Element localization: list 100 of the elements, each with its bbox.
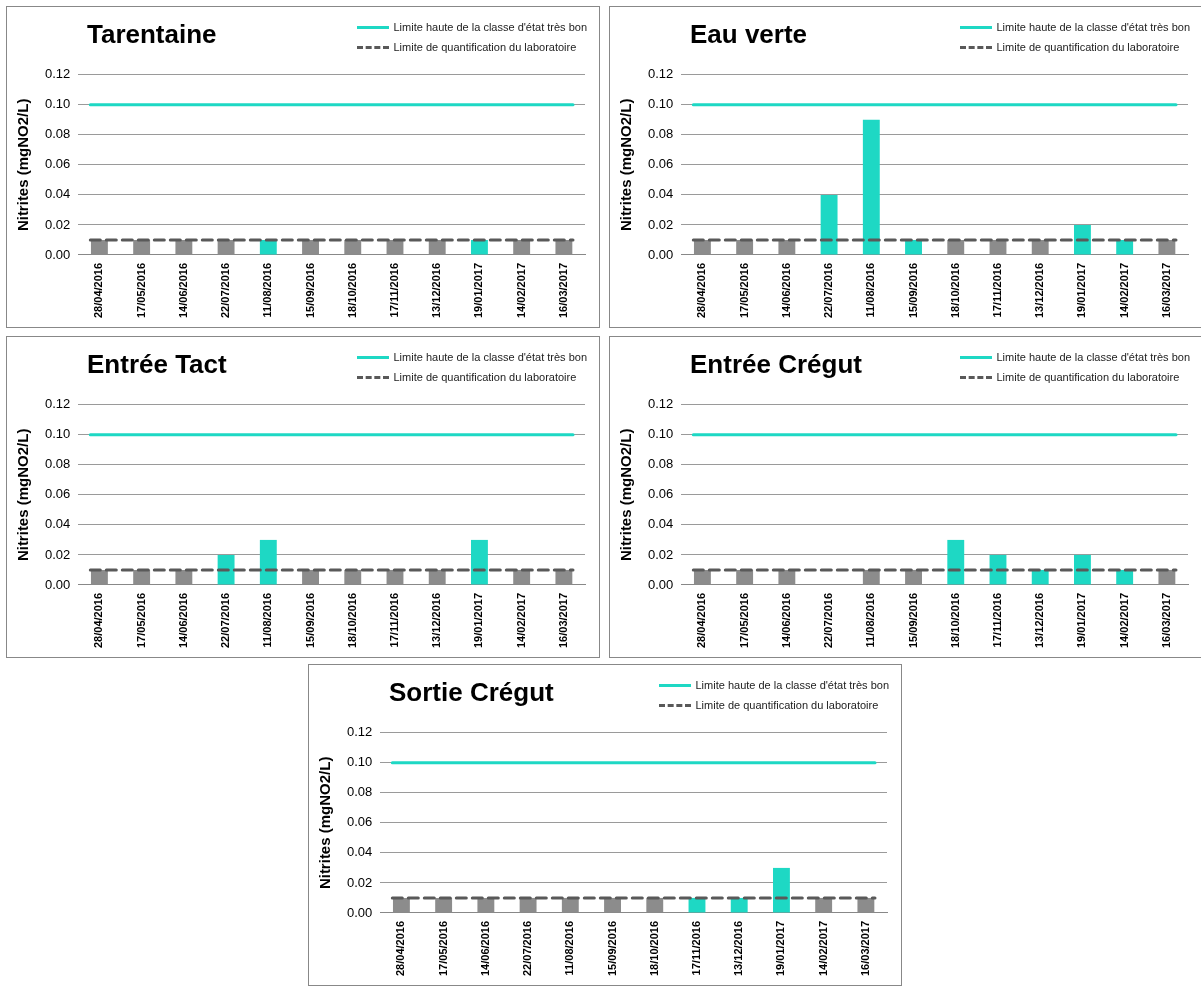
x-tick-label: 13/12/2016 bbox=[1033, 592, 1046, 649]
x-tick-label: 15/09/2016 bbox=[303, 262, 316, 319]
legend-label: Limite haute de la classe d'état très bon bbox=[996, 21, 1190, 33]
x-tick-label: 18/10/2016 bbox=[647, 920, 660, 977]
y-tick-label: 0.12 bbox=[647, 66, 674, 82]
x-tick-label: 16/03/2017 bbox=[858, 920, 871, 977]
y-axis-title: Nitrites (mgNO2/L) bbox=[14, 428, 32, 562]
bar bbox=[259, 539, 277, 585]
x-tick-label: 18/10/2016 bbox=[345, 592, 358, 649]
legend-label: Limite de quantification du laboratoire bbox=[393, 41, 577, 53]
y-tick-label: 0.02 bbox=[647, 546, 674, 562]
y-tick-label: 0.00 bbox=[44, 576, 71, 592]
x-tick-label: 15/09/2016 bbox=[303, 592, 316, 649]
x-tick-label: 11/08/2016 bbox=[261, 592, 274, 648]
y-tick-label: 0.12 bbox=[44, 396, 71, 412]
y-tick-label: 0.08 bbox=[346, 784, 373, 800]
y-tick-label: 0.02 bbox=[44, 546, 71, 562]
x-tick-label: 15/09/2016 bbox=[605, 920, 618, 977]
legend-label: Limite haute de la classe d'état très bon bbox=[393, 351, 587, 363]
y-tick-label: 0.02 bbox=[647, 216, 674, 232]
y-tick-label: 0.10 bbox=[44, 426, 71, 442]
x-tick-label: 17/05/2016 bbox=[134, 262, 147, 319]
x-tick-label: 19/01/2017 bbox=[472, 592, 485, 649]
x-tick-label: 13/12/2016 bbox=[1033, 262, 1046, 319]
y-tick-label: 0.06 bbox=[44, 486, 71, 502]
legend-label: Limite haute de la classe d'état très bon bbox=[996, 351, 1190, 363]
y-tick-label: 0.00 bbox=[44, 246, 71, 262]
y-tick-label: 0.12 bbox=[346, 724, 373, 740]
x-tick-label: 19/01/2017 bbox=[1075, 592, 1088, 649]
x-tick-label: 11/08/2016 bbox=[563, 920, 576, 976]
y-tick-label: 0.04 bbox=[647, 516, 674, 532]
x-tick-label: 13/12/2016 bbox=[430, 592, 443, 649]
x-tick-label: 22/07/2016 bbox=[219, 262, 232, 319]
y-tick-label: 0.08 bbox=[44, 456, 71, 472]
x-tick-label: 14/06/2016 bbox=[478, 920, 491, 977]
x-tick-label: 11/08/2016 bbox=[261, 262, 274, 318]
y-axis-title: Nitrites (mgNO2/L) bbox=[14, 98, 32, 232]
x-tick-label: 14/06/2016 bbox=[176, 262, 189, 319]
x-tick-label: 17/05/2016 bbox=[134, 592, 147, 649]
x-tick-label: 14/02/2017 bbox=[1117, 262, 1130, 319]
bar bbox=[1073, 224, 1091, 255]
x-tick-label: 19/01/2017 bbox=[774, 920, 787, 977]
x-tick-label: 16/03/2017 bbox=[1159, 592, 1172, 649]
chart-title: Entrée Tact bbox=[87, 349, 227, 380]
legend-label: Limite de quantification du laboratoire bbox=[996, 371, 1180, 383]
legend-label: Limite haute de la classe d'état très bon bbox=[393, 21, 587, 33]
y-tick-label: 0.02 bbox=[44, 216, 71, 232]
chart-title: Entrée Crégut bbox=[690, 349, 862, 380]
x-tick-label: 13/12/2016 bbox=[430, 262, 443, 319]
chart-title: Sortie Crégut bbox=[389, 677, 554, 708]
bar bbox=[947, 539, 965, 585]
y-tick-label: 0.02 bbox=[346, 874, 373, 890]
x-tick-label: 22/07/2016 bbox=[822, 262, 835, 319]
x-tick-label: 28/04/2016 bbox=[394, 920, 407, 977]
x-tick-label: 22/07/2016 bbox=[521, 920, 534, 977]
bar bbox=[820, 194, 838, 255]
y-tick-label: 0.10 bbox=[44, 96, 71, 112]
y-tick-label: 0.10 bbox=[346, 754, 373, 770]
y-tick-label: 0.10 bbox=[647, 96, 674, 112]
x-tick-label: 16/03/2017 bbox=[556, 592, 569, 649]
y-tick-label: 0.00 bbox=[346, 904, 373, 920]
x-tick-label: 16/03/2017 bbox=[1159, 262, 1172, 319]
x-tick-label: 15/09/2016 bbox=[906, 262, 919, 319]
x-tick-label: 17/11/2016 bbox=[991, 592, 1004, 648]
bar bbox=[1116, 239, 1134, 255]
x-tick-label: 17/05/2016 bbox=[436, 920, 449, 977]
x-tick-label: 15/09/2016 bbox=[906, 592, 919, 649]
y-axis-title: Nitrites (mgNO2/L) bbox=[316, 756, 334, 890]
y-tick-label: 0.06 bbox=[647, 486, 674, 502]
y-tick-label: 0.10 bbox=[647, 426, 674, 442]
x-tick-label: 14/02/2017 bbox=[514, 262, 527, 319]
y-tick-label: 0.04 bbox=[346, 844, 373, 860]
x-tick-label: 11/08/2016 bbox=[864, 592, 877, 648]
x-tick-label: 14/02/2017 bbox=[1117, 592, 1130, 649]
x-tick-label: 13/12/2016 bbox=[732, 920, 745, 977]
x-tick-label: 14/02/2017 bbox=[514, 592, 527, 649]
y-tick-label: 0.08 bbox=[647, 126, 674, 142]
x-tick-label: 18/10/2016 bbox=[948, 262, 961, 319]
x-tick-label: 14/06/2016 bbox=[779, 262, 792, 319]
x-tick-label: 14/06/2016 bbox=[176, 592, 189, 649]
y-tick-label: 0.04 bbox=[44, 186, 71, 202]
y-tick-label: 0.00 bbox=[647, 246, 674, 262]
bar bbox=[217, 554, 235, 585]
x-tick-label: 17/05/2016 bbox=[737, 262, 750, 319]
x-tick-label: 28/04/2016 bbox=[695, 262, 708, 319]
x-tick-label: 28/04/2016 bbox=[695, 592, 708, 649]
y-axis-title: Nitrites (mgNO2/L) bbox=[617, 98, 635, 232]
legend-label: Limite de quantification du laboratoire bbox=[695, 699, 879, 711]
chart-title: Tarentaine bbox=[87, 19, 217, 50]
x-tick-label: 17/11/2016 bbox=[388, 592, 401, 648]
x-tick-label: 14/02/2017 bbox=[816, 920, 829, 977]
x-tick-label: 17/11/2016 bbox=[388, 262, 401, 318]
x-tick-label: 17/05/2016 bbox=[737, 592, 750, 649]
y-tick-label: 0.06 bbox=[647, 156, 674, 172]
y-tick-label: 0.08 bbox=[44, 126, 71, 142]
x-tick-label: 11/08/2016 bbox=[864, 262, 877, 318]
x-tick-label: 28/04/2016 bbox=[92, 592, 105, 649]
bar bbox=[1116, 569, 1134, 585]
y-tick-label: 0.04 bbox=[44, 516, 71, 532]
y-tick-label: 0.12 bbox=[647, 396, 674, 412]
